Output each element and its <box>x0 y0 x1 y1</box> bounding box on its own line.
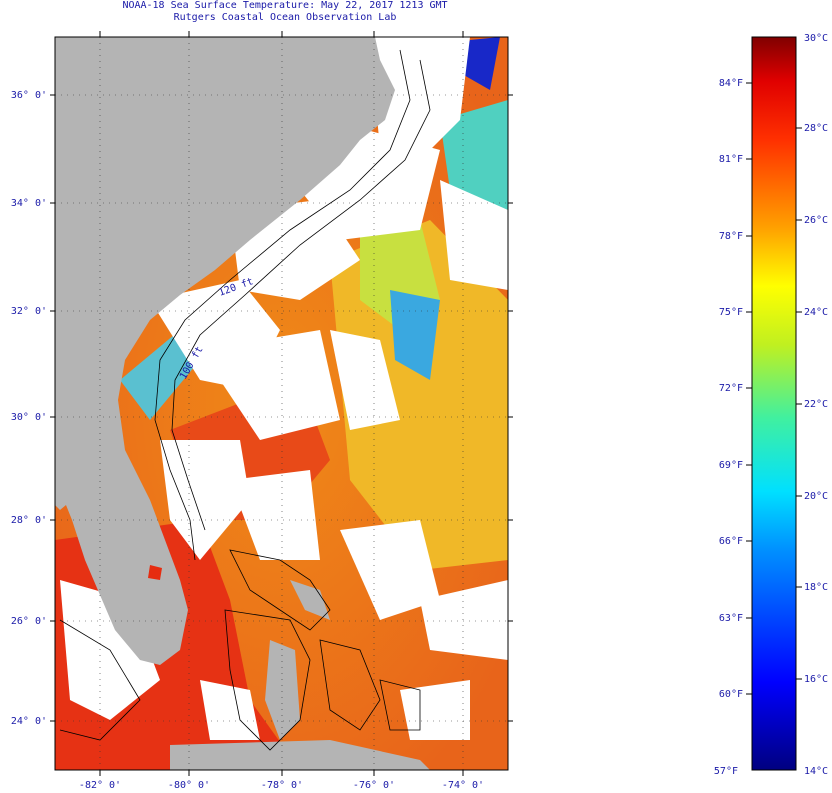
lat-label: 30° 0' <box>11 412 47 423</box>
fahrenheit-label: 69°F <box>719 460 743 471</box>
longitude-labels: -82° 0' -80° 0' -78° 0' -76° 0' -74° 0' <box>79 780 484 791</box>
lon-label: -74° 0' <box>442 780 484 791</box>
title-line-2: Rutgers Coastal Ocean Observation Lab <box>173 12 397 23</box>
lon-label: -76° 0' <box>353 780 395 791</box>
title-line-1: NOAA-18 Sea Surface Temperature: May 22,… <box>122 0 448 11</box>
celsius-label: 20°C <box>804 491 828 502</box>
axis-ticks <box>50 31 513 776</box>
fahrenheit-label: 78°F <box>719 231 743 242</box>
lat-label: 24° 0' <box>11 716 47 727</box>
fahrenheit-label: 72°F <box>719 383 743 394</box>
bathymetry-contours <box>59 49 431 751</box>
graticule <box>55 37 508 770</box>
land-bahamas-andros <box>265 640 300 740</box>
celsius-label: 30°C <box>804 33 828 44</box>
fahrenheit-label: 63°F <box>719 613 743 624</box>
fahrenheit-label: 81°F <box>719 154 743 165</box>
lake-okeechobee <box>148 565 162 580</box>
land-cuba <box>170 740 430 770</box>
land-gulf-coast <box>55 460 72 510</box>
celsius-label: 14°C <box>804 766 828 777</box>
ocean-cyan-region-north <box>440 100 508 210</box>
color-scale-legend: 84°F 81°F 78°F 75°F 72°F 69°F 66°F 63°F … <box>714 33 828 777</box>
lat-label: 34° 0' <box>11 198 47 209</box>
lat-label: 26° 0' <box>11 616 47 627</box>
fahrenheit-label: 60°F <box>719 689 743 700</box>
lon-label: -82° 0' <box>79 780 121 791</box>
fahrenheit-label: 84°F <box>719 78 743 89</box>
celsius-ticks <box>796 127 802 680</box>
lat-label: 28° 0' <box>11 515 47 526</box>
celsius-label: 28°C <box>804 123 828 134</box>
lon-label: -80° 0' <box>168 780 210 791</box>
fahrenheit-label: 66°F <box>719 536 743 547</box>
land-bahamas-abaco <box>290 580 330 620</box>
colorbar-gradient <box>751 36 797 771</box>
map-plot-area: 120 ft 100 ft <box>55 37 508 770</box>
lat-label: 32° 0' <box>11 306 47 317</box>
fahrenheit-label: 57°F <box>714 766 738 777</box>
fahrenheit-label: 75°F <box>719 307 743 318</box>
latitude-labels: 36° 0' 34° 0' 32° 0' 30° 0' 28° 0' 26° 0… <box>11 90 47 727</box>
ocean-cyan-region-mid <box>390 290 440 380</box>
celsius-label: 22°C <box>804 399 828 410</box>
lat-label: 36° 0' <box>11 90 47 101</box>
fahrenheit-ticks <box>746 82 752 695</box>
celsius-label: 24°C <box>804 307 828 318</box>
land-mass-us-east-coast <box>55 37 395 665</box>
ocean-cyan-shelf <box>120 330 200 420</box>
celsius-label: 18°C <box>804 582 828 593</box>
celsius-label: 26°C <box>804 215 828 226</box>
celsius-label: 16°C <box>804 674 828 685</box>
lon-label: -78° 0' <box>261 780 303 791</box>
cloud-cover <box>60 37 508 740</box>
